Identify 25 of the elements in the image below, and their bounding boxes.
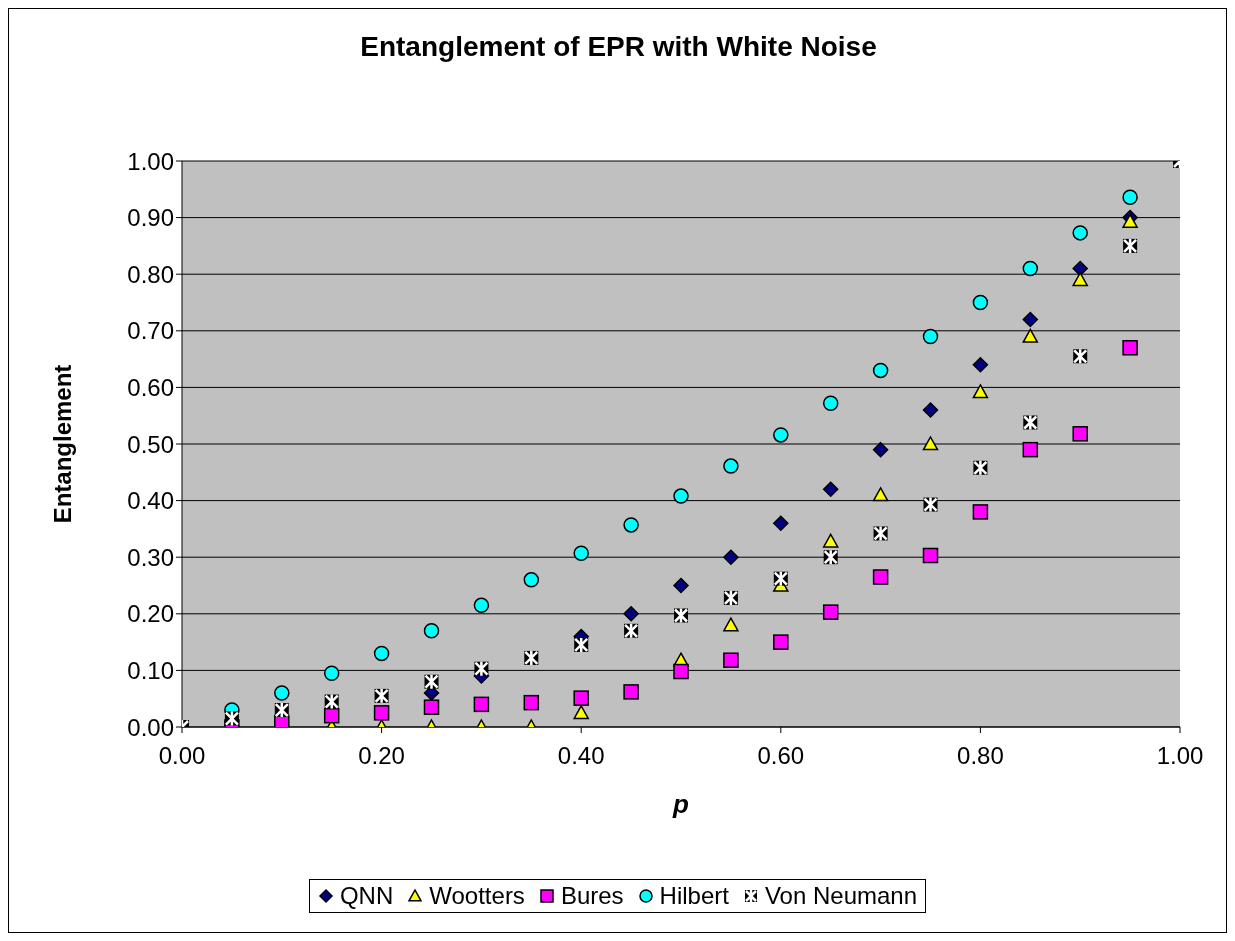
y-tick-label: 0.40 (127, 487, 174, 515)
y-tick-label: 0.50 (127, 430, 174, 458)
x-tick-label: 0.00 (158, 742, 206, 770)
legend-label: Von Neumann (764, 882, 918, 910)
legend-label: Hilbert (659, 882, 729, 910)
y-tick-label: 0.00 (127, 713, 174, 741)
legend-label: Bures (560, 882, 624, 910)
x-tick-label: 0.60 (757, 742, 805, 770)
y-tick-label: 0.30 (127, 543, 174, 571)
x-tick-label: 0.20 (358, 742, 405, 770)
y-tick-label: 0.80 (127, 260, 174, 288)
y-tick-label: 0.10 (127, 656, 174, 684)
x-tick-label: 0.80 (957, 742, 1004, 770)
x-axis-title: p (672, 789, 690, 820)
y-tick-label: 0.20 (127, 600, 174, 628)
x-tick-label: 1.00 (1156, 742, 1204, 770)
x-tick-label: 0.40 (557, 742, 605, 770)
legend-label: QNN (339, 882, 394, 910)
legend-label: Wootters (429, 882, 525, 910)
y-tick-label: 1.00 (127, 147, 174, 175)
y-tick-label: 0.70 (127, 317, 174, 345)
y-tick-label: 0.90 (127, 204, 174, 232)
y-tick-label: 0.60 (127, 373, 174, 401)
y-axis-title: Entanglement (48, 364, 76, 524)
chart-title: Entanglement of EPR with White Noise (359, 31, 878, 63)
